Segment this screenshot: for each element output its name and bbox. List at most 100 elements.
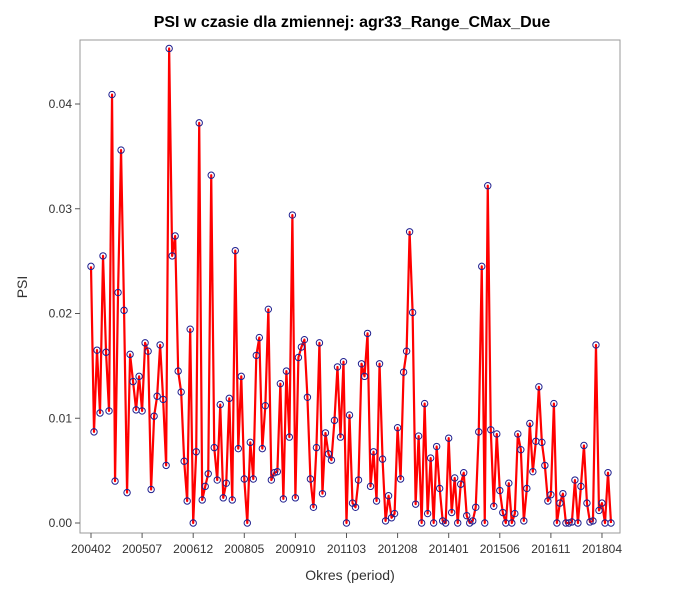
data-point-marker [339, 357, 348, 366]
data-point-marker [321, 429, 330, 437]
x-tick-label: 200805 [224, 542, 264, 556]
data-point-marker [553, 519, 561, 527]
y-tick-label: 0.03 [49, 202, 73, 216]
y-tick-label: 0.01 [49, 411, 73, 425]
data-point-marker [93, 346, 101, 354]
data-point-marker [216, 400, 224, 409]
data-point-marker [324, 450, 333, 458]
data-point-marker [309, 503, 318, 511]
data-point-marker [414, 432, 423, 440]
data-point-marker [571, 476, 579, 484]
data-point-marker [589, 517, 597, 525]
data-point-marker [192, 448, 200, 456]
data-point-marker [435, 484, 444, 493]
data-point-marker [420, 399, 429, 408]
y-tick-label: 0.00 [49, 516, 73, 530]
data-point-marker [330, 416, 339, 425]
data-point-marker [120, 306, 128, 315]
data-point-marker [144, 347, 152, 355]
data-point-marker [523, 484, 531, 493]
data-point-marker [267, 476, 276, 484]
data-point-marker [366, 482, 375, 491]
data-point-marker [604, 469, 612, 477]
data-point-marker [291, 494, 300, 502]
data-point-marker [472, 503, 480, 511]
data-point-marker [496, 486, 504, 495]
data-point-marker [252, 351, 261, 360]
data-point-marker [336, 433, 345, 441]
data-point-marker [354, 476, 363, 484]
data-point-marker [159, 395, 167, 404]
data-point-marker [138, 407, 146, 415]
data-point-marker [559, 489, 567, 498]
x-axis-label: Okres (period) [305, 567, 394, 583]
data-point-marker [595, 506, 603, 515]
data-point-marker [126, 350, 134, 359]
data-point-marker [102, 348, 110, 356]
y-tick-label: 0.02 [49, 307, 73, 321]
data-point-marker [162, 461, 170, 470]
data-point-marker [276, 379, 285, 388]
data-point-marker [408, 308, 417, 317]
data-point-marker [381, 517, 390, 525]
data-point-marker [484, 182, 492, 190]
data-point-marker [550, 399, 558, 408]
data-point-marker [261, 401, 270, 410]
data-point-marker [577, 482, 585, 491]
data-point-marker [423, 509, 432, 518]
data-point-marker [580, 441, 588, 450]
data-point-marker [297, 343, 306, 351]
data-point-marker [457, 480, 465, 488]
data-point-marker [258, 444, 267, 453]
data-point-marker [526, 419, 534, 428]
data-point-marker [541, 461, 549, 470]
data-point-marker [168, 252, 176, 260]
data-point-marker [141, 339, 149, 347]
data-point-marker [514, 430, 522, 438]
data-point-marker [237, 372, 245, 381]
psi-series-line [89, 47, 613, 525]
data-point-marker [493, 430, 501, 438]
data-point-marker [180, 457, 188, 465]
data-point-marker [243, 519, 252, 527]
x-axis: 200402 200507 200612 200805 200910 201103 2012… [71, 533, 622, 556]
data-point-marker [535, 383, 543, 391]
data-point-marker [460, 469, 468, 477]
data-point-marker [363, 329, 372, 338]
data-point-marker [123, 488, 131, 497]
y-axis-label: PSI [14, 276, 30, 299]
data-point-marker [213, 476, 221, 484]
data-point-marker [240, 475, 248, 483]
x-tick-label: 200402 [71, 542, 111, 556]
data-point-marker [195, 119, 203, 127]
data-point-marker [327, 456, 336, 464]
data-point-marker [255, 333, 264, 342]
data-point-marker [384, 492, 393, 500]
x-tick-label: 201401 [429, 542, 469, 556]
data-point-marker [556, 499, 564, 507]
data-point-marker [186, 325, 194, 333]
data-point-marker [117, 146, 125, 154]
x-tick-label: 200507 [122, 542, 162, 556]
data-point-marker [499, 508, 507, 517]
data-point-marker [426, 454, 435, 462]
data-point-marker [481, 519, 489, 527]
data-point-marker [375, 360, 384, 368]
data-point-marker [318, 489, 327, 498]
data-point-marker [351, 503, 360, 511]
data-point-marker [469, 517, 477, 525]
data-point-marker [150, 412, 158, 420]
data-point-marker [225, 394, 233, 403]
data-point-marker [547, 491, 555, 499]
data-point-marker [222, 479, 230, 487]
x-tick-label: 201208 [378, 542, 418, 556]
data-point-marker [210, 443, 218, 452]
data-point-marker [417, 519, 426, 527]
x-tick-label: 201611 [531, 542, 570, 556]
data-point-marker [279, 495, 288, 503]
x-tick-label: 201506 [480, 542, 520, 556]
data-point-marker [96, 409, 104, 417]
data-point-marker [315, 339, 324, 347]
data-point-marker [207, 171, 215, 179]
